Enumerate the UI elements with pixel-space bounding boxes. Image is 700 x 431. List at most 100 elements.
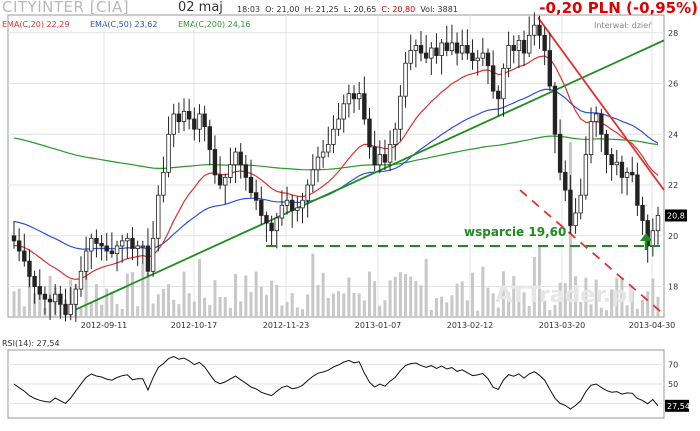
volume-bar <box>398 272 402 317</box>
support-label: wsparcie 19,60 <box>464 225 566 239</box>
rsi-tick-label: 50 <box>668 380 678 389</box>
candle-body <box>326 144 331 153</box>
volume-bar <box>321 272 325 317</box>
candle-body <box>351 93 357 100</box>
candle-body <box>593 113 599 122</box>
candle-body <box>181 111 187 122</box>
x-tick-label: 2013-02-12 <box>447 321 494 330</box>
main-frame <box>7 14 665 318</box>
volume-bar <box>115 303 119 317</box>
candle-body <box>264 215 269 224</box>
volume-bar <box>481 266 485 317</box>
time-value: 18:03 <box>237 5 261 14</box>
candle-body <box>109 250 115 254</box>
volume-bar <box>12 291 16 317</box>
ohlc-readout: 18:03 O: 21,00 H: 21,25 L: 20,65 C: 20,8… <box>237 5 458 14</box>
volume-bar <box>641 299 645 317</box>
candle-body <box>588 121 594 155</box>
candle-body <box>94 237 99 244</box>
candle-body <box>161 171 166 196</box>
volume-bar <box>445 302 449 317</box>
candle-body <box>563 171 568 191</box>
volume-bar <box>558 282 562 317</box>
y-tick-label: 20 <box>668 232 678 241</box>
volume-bar <box>393 276 397 317</box>
trend-lines <box>75 17 665 316</box>
volume-bar <box>538 245 542 317</box>
volume-bar <box>234 273 238 317</box>
candle-body <box>27 260 32 277</box>
candle-body <box>253 192 259 201</box>
close-value: C: 20,80 <box>381 5 416 14</box>
candle-body <box>470 52 475 62</box>
candle-body <box>434 47 439 57</box>
volume-bar <box>625 305 629 317</box>
volume-bar <box>197 259 201 317</box>
volume-bar <box>414 281 418 317</box>
y-tick-label: 28 <box>668 29 678 38</box>
candle-body <box>53 293 58 303</box>
candle-body <box>619 161 625 178</box>
candle-body <box>331 128 336 145</box>
volume-bar <box>362 300 366 317</box>
volume-bar <box>496 307 500 317</box>
candle-body <box>212 149 218 176</box>
candle-body <box>42 293 48 300</box>
volume-bar <box>161 288 165 317</box>
candle-body <box>475 57 480 62</box>
x-tick-label: 2012-11-23 <box>263 321 310 330</box>
candle-body <box>171 113 176 135</box>
candle-body <box>320 151 326 158</box>
volume-bar <box>167 284 171 317</box>
candle-body <box>346 93 352 105</box>
candle-body <box>156 194 161 239</box>
candle-body <box>58 293 63 305</box>
volume-bar <box>301 309 305 317</box>
candle-body <box>630 171 635 176</box>
volume-bar <box>270 280 274 317</box>
volume-bar <box>146 272 150 317</box>
volume-bar <box>182 271 186 317</box>
annotations: wsparcie 19,60 <box>266 225 664 250</box>
volume-bar <box>130 272 134 317</box>
volume-bar <box>471 272 475 317</box>
volume-bar <box>285 302 289 317</box>
volume-bar <box>507 292 511 317</box>
volume-bar <box>543 300 547 317</box>
volume-bar <box>38 290 42 317</box>
rsi-panel: RSI(14): 27,5430507027,54 <box>2 339 690 419</box>
volume-bar <box>378 305 382 317</box>
candle-body <box>557 133 563 173</box>
volume-bar <box>604 310 608 317</box>
volume-bar <box>311 253 315 317</box>
candle-body <box>63 303 68 315</box>
x-tick-label: 2013-03-20 <box>539 321 586 330</box>
volume-bar <box>264 294 268 317</box>
volume-bar <box>22 306 26 317</box>
candle-body <box>496 90 501 100</box>
candle-body <box>284 199 290 206</box>
candle-body <box>186 111 192 120</box>
candle-body <box>99 243 104 247</box>
volume-bar <box>125 273 129 317</box>
candle-body <box>300 199 305 209</box>
volume-bar <box>646 291 650 317</box>
candle-body <box>130 237 135 249</box>
candle-body <box>532 24 537 36</box>
ticker-title: CITYINTER [CIA] <box>2 0 130 16</box>
candle-body <box>22 250 27 262</box>
volume-bar <box>254 271 258 317</box>
rsi-label: RSI(14): 27,54 <box>2 339 60 348</box>
candle-body <box>125 237 130 242</box>
volume-bar <box>574 276 578 317</box>
candle-body <box>552 85 558 135</box>
candle-body <box>223 177 228 186</box>
legend-ema200: EMA(C,200) 24,16 <box>178 20 251 29</box>
candle-body <box>295 207 300 211</box>
volume-bar <box>316 285 320 317</box>
volume-bar <box>105 288 109 317</box>
candle-body <box>305 184 310 201</box>
candle-body <box>542 34 547 51</box>
candle-body <box>166 133 171 173</box>
volume-bar <box>84 261 88 317</box>
